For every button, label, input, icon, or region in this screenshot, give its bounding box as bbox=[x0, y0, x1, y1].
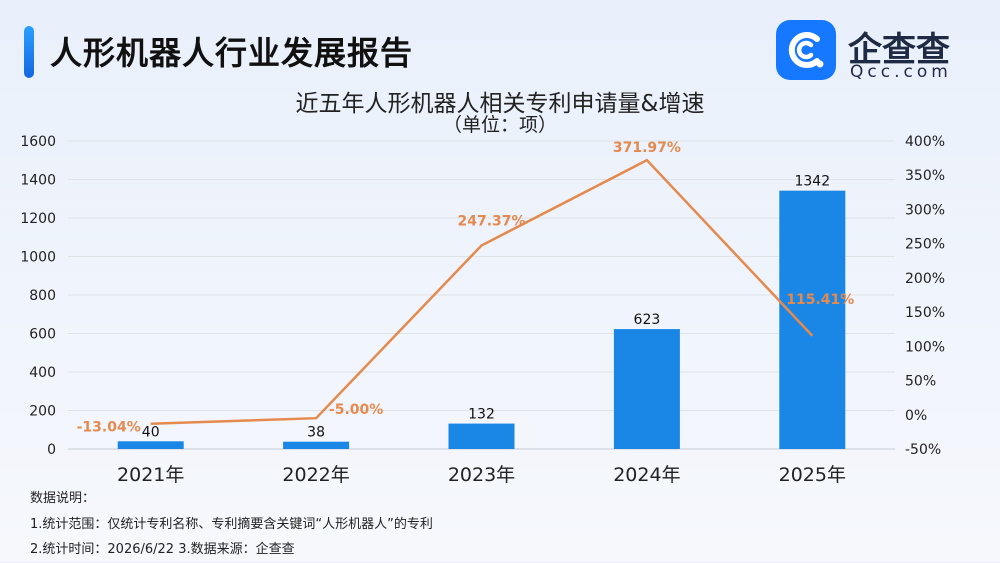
growth-value-label: -13.04% bbox=[77, 420, 141, 436]
growth-value-labels: -13.04% -5.00% 247.37% 371.97% 115.41% bbox=[77, 140, 855, 436]
notes-line-1: 1.统计范围：仅统计专利名称、专利摘要含关键词“人形机器人”的专利 bbox=[30, 516, 433, 532]
qcc-logo: 企查查 Qcc.com bbox=[776, 20, 986, 84]
growth-line bbox=[150, 158, 814, 425]
bar-value-label: 623 bbox=[634, 312, 661, 328]
bar bbox=[613, 329, 680, 449]
bar-value-label: 40 bbox=[142, 424, 160, 440]
header-accent-bar bbox=[24, 26, 34, 78]
right-tick-label: 50% bbox=[905, 374, 936, 390]
chart-subtitle: （单位：项） bbox=[442, 114, 557, 136]
left-tick-label: 1600 bbox=[20, 134, 56, 150]
qcc-logo-icon bbox=[776, 20, 836, 80]
x-tick-label: 2021年 bbox=[117, 464, 184, 486]
left-tick-label: 1400 bbox=[20, 173, 56, 189]
left-tick-label: 1200 bbox=[20, 211, 56, 227]
left-tick-label: 1000 bbox=[20, 250, 56, 266]
left-tick-label: 0 bbox=[47, 442, 56, 458]
right-tick-label: 250% bbox=[905, 237, 945, 253]
bar-value-label: 132 bbox=[468, 407, 495, 423]
logo-name: 企查查 bbox=[848, 30, 950, 70]
right-tick-label: 400% bbox=[905, 134, 945, 150]
right-tick-label: 100% bbox=[905, 339, 945, 355]
right-tick-label: 200% bbox=[905, 271, 945, 287]
grid-lines bbox=[68, 140, 895, 450]
right-tick-label: -50% bbox=[905, 442, 941, 458]
growth-value-label: 371.97% bbox=[613, 140, 681, 156]
logo-domain: Qcc.com bbox=[850, 62, 952, 82]
data-notes: 数据说明： 1.统计范围：仅统计专利名称、专利摘要含关键词“人形机器人”的专利 … bbox=[30, 486, 433, 563]
bar bbox=[283, 441, 350, 449]
bar-value-label: 1342 bbox=[794, 174, 830, 190]
right-axis-ticks: -50% 0% 50% 100% 150% 200% 250% 300% 350% 400% bbox=[905, 134, 945, 458]
notes-heading: 数据说明： bbox=[30, 491, 96, 506]
bar bbox=[117, 441, 184, 449]
left-tick-label: 200 bbox=[29, 404, 56, 420]
x-tick-label: 2025年 bbox=[779, 464, 846, 486]
left-tick-label: 800 bbox=[29, 288, 56, 304]
growth-value-label: 115.41% bbox=[786, 292, 854, 308]
x-tick-label: 2024年 bbox=[613, 464, 680, 486]
left-tick-label: 600 bbox=[29, 327, 56, 343]
x-tick-label: 2023年 bbox=[448, 464, 515, 486]
right-tick-label: 300% bbox=[905, 202, 945, 218]
right-tick-label: 0% bbox=[905, 408, 927, 424]
bar-value-labels: 40 38 132 623 1342 bbox=[142, 174, 830, 441]
chart-title: 近五年人形机器人相关专利申请量&增速 bbox=[295, 91, 705, 117]
bar-series bbox=[117, 190, 846, 450]
left-tick-label: 400 bbox=[29, 365, 56, 381]
bar-value-label: 38 bbox=[307, 425, 325, 441]
left-axis-ticks: 0 200 400 600 800 1000 1200 1400 1600 bbox=[20, 134, 56, 458]
bar bbox=[448, 423, 515, 449]
growth-line-series bbox=[150, 158, 814, 425]
x-axis-ticks: 2021年 2022年 2023年 2024年 2025年 bbox=[117, 464, 846, 486]
report-title: 人形机器人行业发展报告 bbox=[50, 34, 414, 72]
x-tick-label: 2022年 bbox=[282, 464, 349, 486]
bar bbox=[779, 190, 846, 450]
notes-line-2: 2.统计时间：2026/6/22 3.数据来源：企查查 bbox=[30, 542, 295, 557]
right-tick-label: 350% bbox=[905, 168, 945, 184]
growth-value-label: 247.37% bbox=[457, 213, 525, 229]
right-tick-label: 150% bbox=[905, 305, 945, 321]
growth-value-label: -5.00% bbox=[329, 402, 383, 418]
